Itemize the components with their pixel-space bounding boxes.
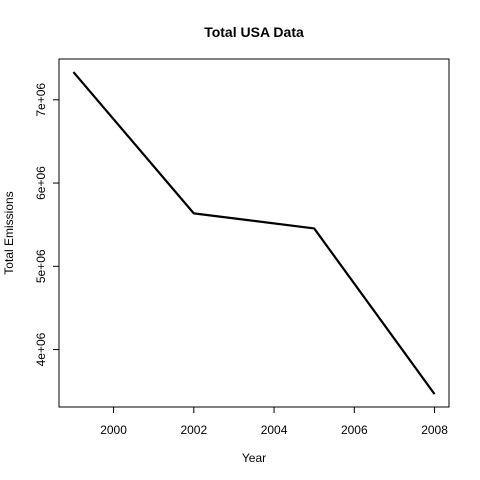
x-tick-label: 2008 <box>421 423 448 437</box>
x-axis-label: Year <box>242 451 266 465</box>
series-layer <box>72 71 436 395</box>
y-tick-label: 7e+06 <box>34 83 48 117</box>
x-tick-label: 2006 <box>341 423 368 437</box>
y-axis-label: Total Emissions <box>2 191 16 274</box>
y-tick-label: 4e+06 <box>34 332 48 366</box>
y-tick-label: 6e+06 <box>34 166 48 200</box>
y-tick-label: 5e+06 <box>34 249 48 283</box>
y-axis: 4e+06 5e+06 6e+06 7e+06 <box>34 83 60 366</box>
plot-frame <box>58 58 450 408</box>
x-tick-label: 2000 <box>100 423 127 437</box>
x-tick-label: 2002 <box>180 423 207 437</box>
x-tick-label: 2004 <box>261 423 288 437</box>
chart-title: Total USA Data <box>204 24 304 40</box>
x-axis: 2000 2002 2004 2006 2008 <box>100 406 448 437</box>
series-line <box>72 71 436 395</box>
